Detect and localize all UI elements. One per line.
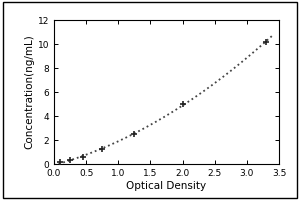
X-axis label: Optical Density: Optical Density — [126, 181, 207, 191]
Y-axis label: Concentration(ng/mL): Concentration(ng/mL) — [25, 35, 35, 149]
